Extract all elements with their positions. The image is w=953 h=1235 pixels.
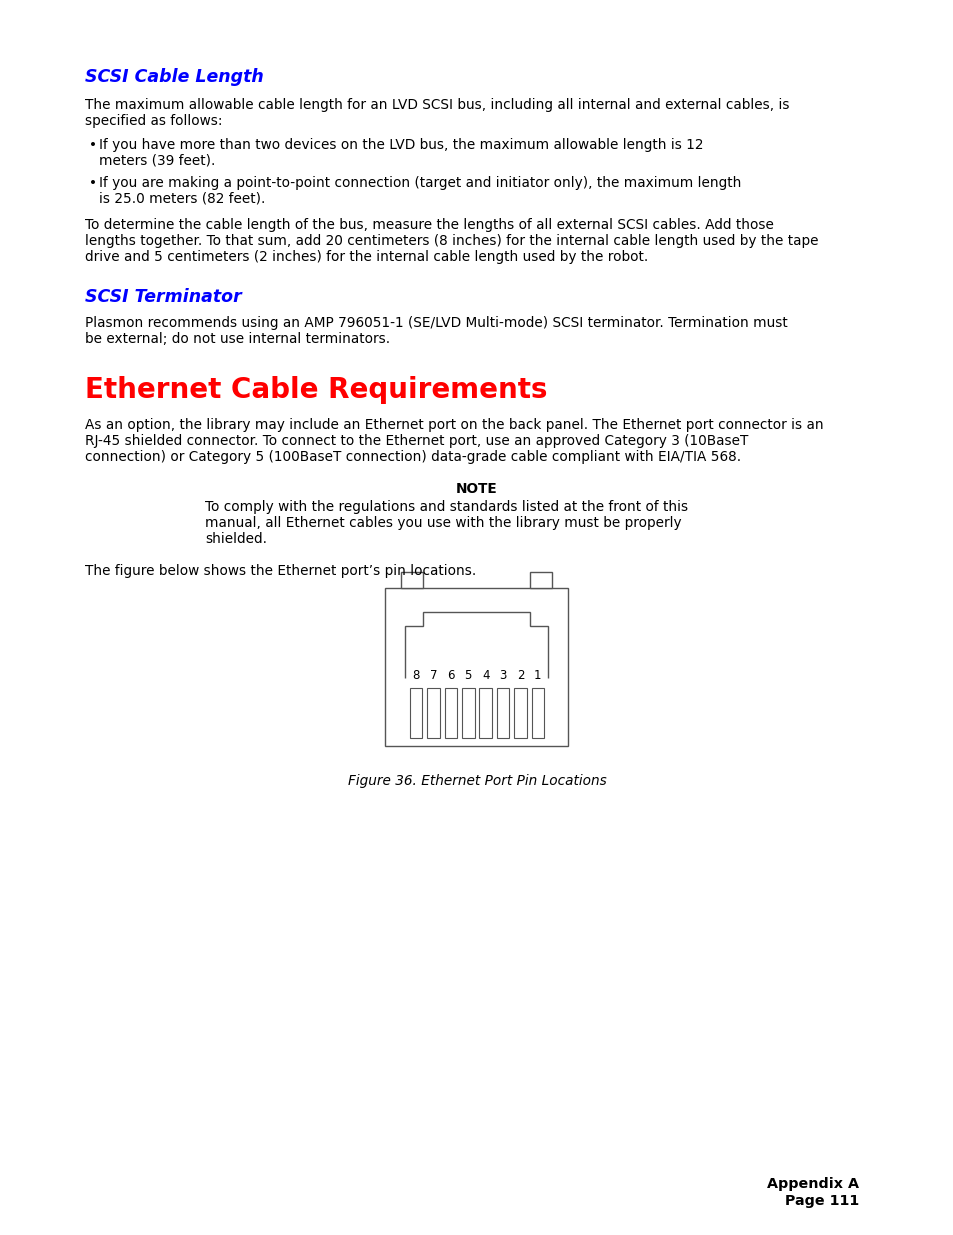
Text: 8: 8 bbox=[412, 669, 419, 682]
Text: drive and 5 centimeters (2 inches) for the internal cable length used by the rob: drive and 5 centimeters (2 inches) for t… bbox=[85, 249, 648, 264]
Bar bbox=[410, 688, 422, 739]
Bar bbox=[479, 688, 492, 739]
Text: lengths together. To that sum, add 20 centimeters (8 inches) for the internal ca: lengths together. To that sum, add 20 ce… bbox=[85, 233, 818, 248]
Bar bbox=[530, 572, 552, 588]
Text: Plasmon recommends using an AMP 796051-1 (SE/LVD Multi-mode) SCSI terminator. Te: Plasmon recommends using an AMP 796051-1… bbox=[85, 316, 787, 330]
Text: SCSI Cable Length: SCSI Cable Length bbox=[85, 68, 263, 86]
Bar bbox=[401, 572, 423, 588]
Text: meters (39 feet).: meters (39 feet). bbox=[99, 154, 215, 168]
Text: 2: 2 bbox=[517, 669, 523, 682]
Bar bbox=[497, 688, 509, 739]
Text: If you are making a point-to-point connection (target and initiator only), the m: If you are making a point-to-point conne… bbox=[99, 177, 740, 190]
Text: Page 111: Page 111 bbox=[784, 1194, 858, 1208]
Bar bbox=[514, 688, 526, 739]
Text: The figure below shows the Ethernet port’s pin locations.: The figure below shows the Ethernet port… bbox=[85, 564, 476, 578]
Bar bbox=[385, 588, 568, 746]
Text: 4: 4 bbox=[481, 669, 489, 682]
Text: If you have more than two devices on the LVD bus, the maximum allowable length i: If you have more than two devices on the… bbox=[99, 138, 702, 152]
Text: To determine the cable length of the bus, measure the lengths of all external SC: To determine the cable length of the bus… bbox=[85, 219, 773, 232]
Text: 7: 7 bbox=[430, 669, 436, 682]
Text: To comply with the regulations and standards listed at the front of this: To comply with the regulations and stand… bbox=[205, 500, 687, 514]
Text: •: • bbox=[89, 138, 97, 152]
Text: be external; do not use internal terminators.: be external; do not use internal termina… bbox=[85, 332, 390, 346]
Text: RJ-45 shielded connector. To connect to the Ethernet port, use an approved Categ: RJ-45 shielded connector. To connect to … bbox=[85, 433, 747, 448]
Text: •: • bbox=[89, 177, 97, 190]
Text: 5: 5 bbox=[464, 669, 472, 682]
Text: Figure 36. Ethernet Port Pin Locations: Figure 36. Ethernet Port Pin Locations bbox=[347, 774, 606, 788]
Bar bbox=[427, 688, 439, 739]
Text: manual, all Ethernet cables you use with the library must be properly: manual, all Ethernet cables you use with… bbox=[205, 516, 680, 530]
Text: SCSI Terminator: SCSI Terminator bbox=[85, 288, 241, 306]
Text: Appendix A: Appendix A bbox=[766, 1177, 858, 1191]
Text: is 25.0 meters (82 feet).: is 25.0 meters (82 feet). bbox=[99, 191, 265, 206]
Bar bbox=[531, 688, 543, 739]
Text: NOTE: NOTE bbox=[456, 482, 497, 496]
Text: 6: 6 bbox=[447, 669, 455, 682]
Text: Ethernet Cable Requirements: Ethernet Cable Requirements bbox=[85, 375, 547, 404]
Bar bbox=[461, 688, 474, 739]
Text: specified as follows:: specified as follows: bbox=[85, 114, 222, 128]
Text: The maximum allowable cable length for an LVD SCSI bus, including all internal a: The maximum allowable cable length for a… bbox=[85, 98, 789, 112]
Bar bbox=[444, 688, 456, 739]
Text: As an option, the library may include an Ethernet port on the back panel. The Et: As an option, the library may include an… bbox=[85, 417, 822, 432]
Text: 3: 3 bbox=[498, 669, 506, 682]
Text: 1: 1 bbox=[534, 669, 541, 682]
Text: shielded.: shielded. bbox=[205, 532, 267, 546]
Text: connection) or Category 5 (100BaseT connection) data-grade cable compliant with : connection) or Category 5 (100BaseT conn… bbox=[85, 450, 740, 464]
